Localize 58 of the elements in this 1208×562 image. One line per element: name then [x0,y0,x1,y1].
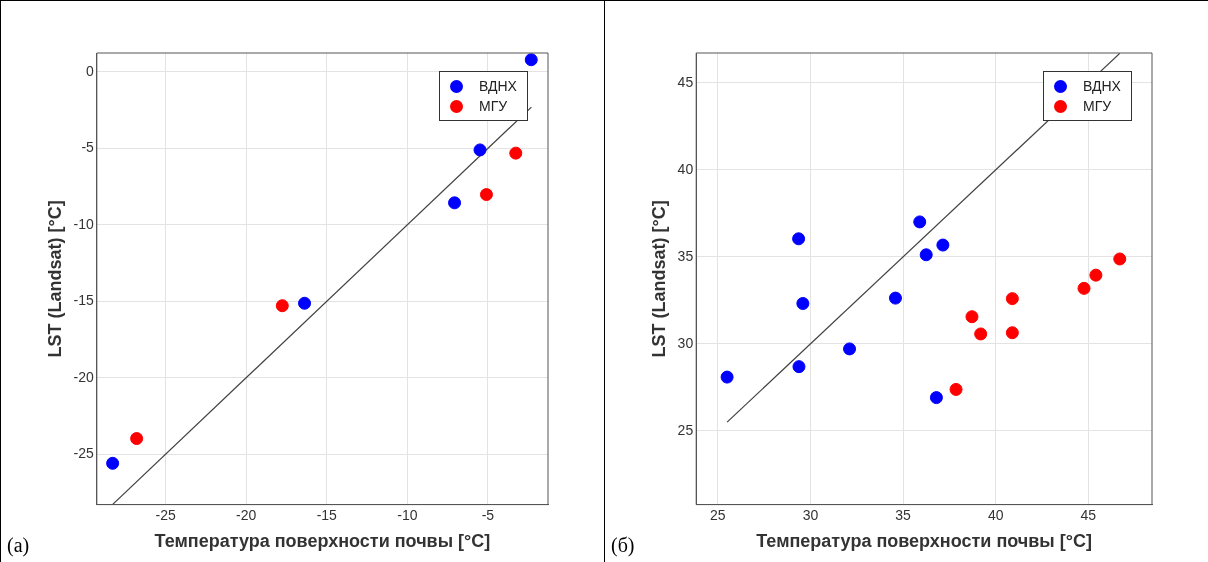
point [1089,268,1103,282]
point [843,342,857,356]
point [919,248,933,262]
x-tick-label: 45 [1080,506,1097,523]
y-tick-label: -15 [73,292,95,309]
x-tick-label: 30 [802,506,819,523]
point [1005,326,1019,340]
text: (б) [611,534,635,558]
legend-label: ВДНХ [479,78,517,94]
point [1077,281,1091,295]
y-tick-label: 45 [677,73,694,90]
x-tick-label: -10 [397,506,418,523]
point [1005,292,1019,306]
point [949,382,963,396]
y-tick-label: 35 [677,247,694,264]
legend-label: МГУ [479,98,508,114]
x-tick-label: 25 [710,506,726,523]
legend-label: ВДНХ [1083,78,1121,94]
point [448,196,462,210]
y-tick-label: -10 [73,215,95,232]
point [130,432,144,446]
legend-label: МГУ [1083,98,1112,114]
point [913,215,927,229]
point [792,232,806,246]
point [298,296,312,310]
point [936,238,950,252]
y-tick-label: -5 [81,139,95,156]
y-tick-label: 25 [677,421,694,438]
x-tick-label: -5 [481,506,495,523]
point [106,456,120,470]
x-axis-title: Температура поверхности почвы [°C] [154,531,491,552]
y-tick-label: 30 [677,334,694,351]
text: (а) [7,534,30,558]
point [792,360,806,374]
point [509,146,523,160]
point [974,327,988,341]
x-axis-title: Температура поверхности почвы [°C] [756,531,1092,552]
point [796,297,810,310]
point [479,188,493,202]
y-axis-title: LST (Landsat) [°C] [648,200,669,358]
point [524,53,538,67]
y-axis-title: LST (Landsat) [°C] [44,200,65,358]
point [275,299,289,313]
y-tick-label: -20 [73,368,95,385]
x-tick-label: -15 [316,506,338,523]
x-tick-label: 35 [895,506,912,523]
x-tick-label: -25 [155,506,176,523]
point [1113,252,1127,266]
x-tick-label: -20 [236,506,257,523]
point [720,370,734,384]
point [888,291,902,305]
y-tick-label: 0 [86,62,95,79]
x-tick-label: 40 [987,506,1004,523]
point [473,143,487,157]
y-tick-label: -25 [73,445,95,462]
y-tick-label: 40 [677,160,694,177]
point [929,391,943,405]
point [965,310,979,324]
